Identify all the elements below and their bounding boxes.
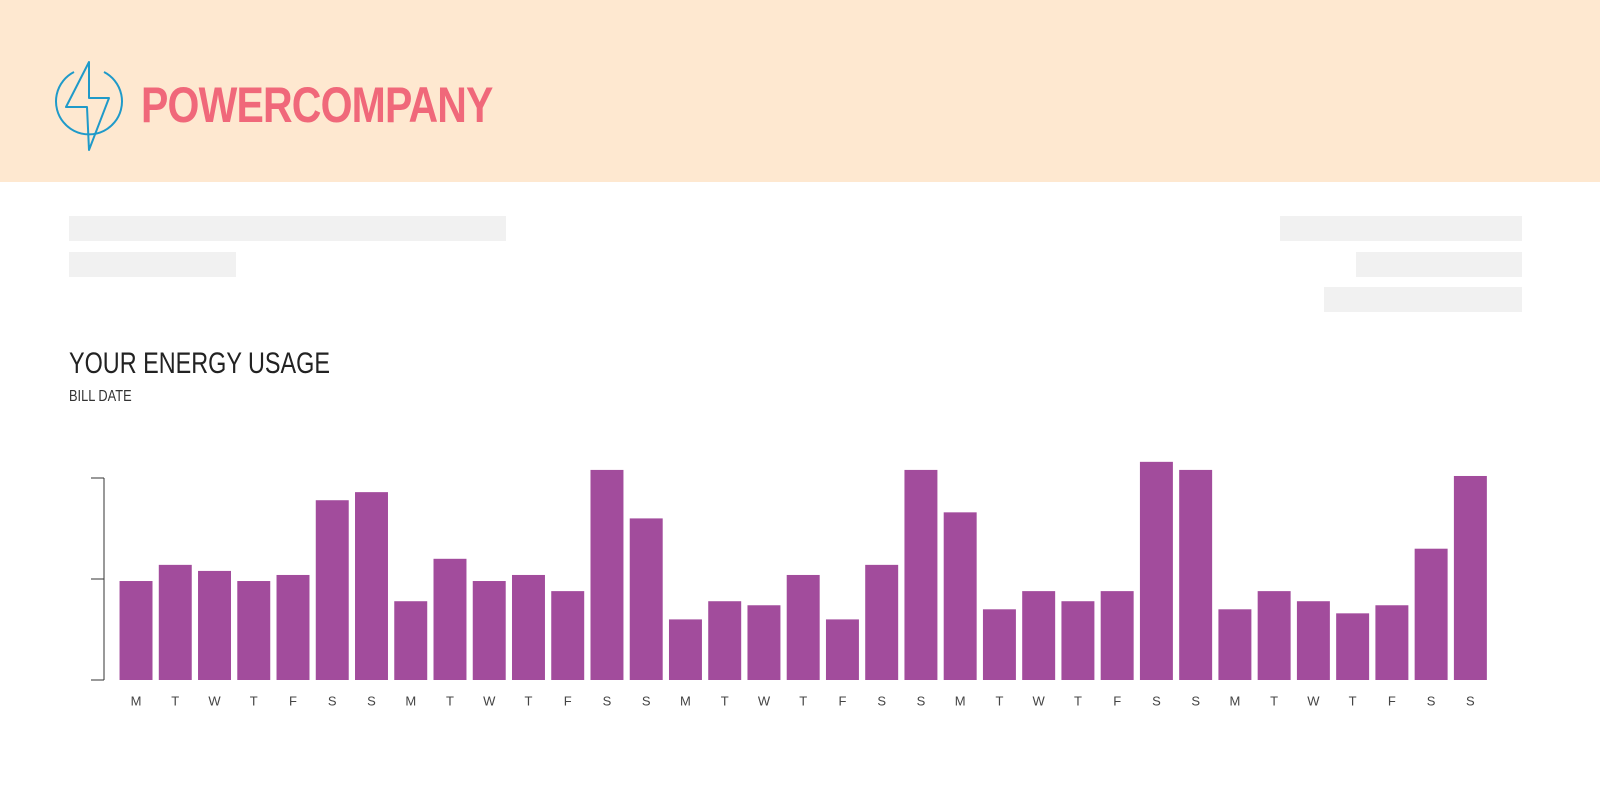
x-tick-label: M: [131, 693, 142, 708]
bar: [982, 609, 1016, 680]
x-tick-label: S: [642, 693, 651, 708]
x-tick-label: F: [1113, 693, 1121, 708]
bar: [355, 492, 388, 680]
header: POWERCOMPANY: [0, 0, 1600, 182]
chart-subtitle: BILL DATE: [69, 388, 132, 405]
bar: [943, 512, 977, 680]
bar: [1100, 591, 1134, 680]
x-tick-label: T: [250, 693, 258, 708]
brand-name: POWERCOMPANY: [141, 77, 493, 133]
x-tick-label: S: [328, 693, 337, 708]
x-tick-label: M: [1229, 693, 1240, 708]
bar: [1179, 469, 1213, 680]
x-tick-label: S: [1191, 693, 1200, 708]
placeholder: [69, 216, 506, 241]
x-tick-label: W: [1033, 693, 1046, 708]
x-tick-label: S: [1466, 693, 1475, 708]
bar: [825, 619, 859, 680]
bar: [1139, 461, 1173, 680]
x-tick-label: S: [603, 693, 612, 708]
bar: [276, 574, 310, 680]
bar: [1336, 613, 1370, 680]
bar: [629, 518, 663, 680]
x-tick-label: T: [1270, 693, 1278, 708]
x-tick-label: M: [680, 693, 691, 708]
x-tick-label: W: [1307, 693, 1320, 708]
x-tick-label: F: [289, 693, 297, 708]
x-tick-label: W: [208, 693, 221, 708]
x-tick-label: S: [917, 693, 926, 708]
bar: [394, 601, 428, 680]
bar: [747, 605, 781, 680]
bar: [551, 591, 585, 680]
bar: [237, 581, 271, 680]
x-tick-label: S: [1427, 693, 1436, 708]
x-tick-label: T: [1349, 693, 1357, 708]
placeholder: [1324, 287, 1522, 312]
bar: [1218, 609, 1252, 680]
bar: [1414, 548, 1448, 680]
bar: [1022, 591, 1056, 680]
bar: [1453, 475, 1487, 680]
bar: [1257, 591, 1291, 680]
bar: [198, 570, 231, 680]
placeholder: [1356, 252, 1522, 277]
bar: [1375, 605, 1409, 680]
bar: [1061, 601, 1095, 680]
bar: [865, 564, 899, 680]
bar: [158, 564, 192, 680]
x-tick-label: S: [367, 693, 376, 708]
placeholder: [1280, 216, 1522, 241]
bar: [590, 469, 624, 680]
x-tick-label: W: [483, 693, 496, 708]
x-tick-label: F: [564, 693, 572, 708]
bar: [433, 558, 467, 680]
x-tick-label: F: [1388, 693, 1396, 708]
x-tick-label: T: [525, 693, 533, 708]
x-tick-label: T: [721, 693, 729, 708]
placeholder: [69, 252, 236, 277]
bar: [472, 581, 506, 680]
bar: [1296, 601, 1330, 680]
bar: [786, 574, 820, 680]
bar: [511, 574, 545, 680]
x-tick-label: S: [1152, 693, 1161, 708]
chart-title: YOUR ENERGY USAGE: [69, 347, 330, 380]
bar: [119, 581, 153, 680]
x-tick-label: T: [995, 693, 1003, 708]
x-tick-label: T: [171, 693, 179, 708]
x-tick-label: T: [799, 693, 807, 708]
logo: [55, 61, 123, 151]
x-tick-label: W: [758, 693, 771, 708]
bar: [904, 469, 938, 680]
x-tick-label: T: [1074, 693, 1082, 708]
x-tick-label: T: [446, 693, 454, 708]
bar: [708, 601, 742, 680]
x-tick-label: M: [955, 693, 966, 708]
x-tick-label: S: [877, 693, 886, 708]
bar: [668, 619, 702, 680]
x-tick-label: F: [838, 693, 846, 708]
x-tick-label: M: [405, 693, 416, 708]
bar: [315, 500, 349, 680]
